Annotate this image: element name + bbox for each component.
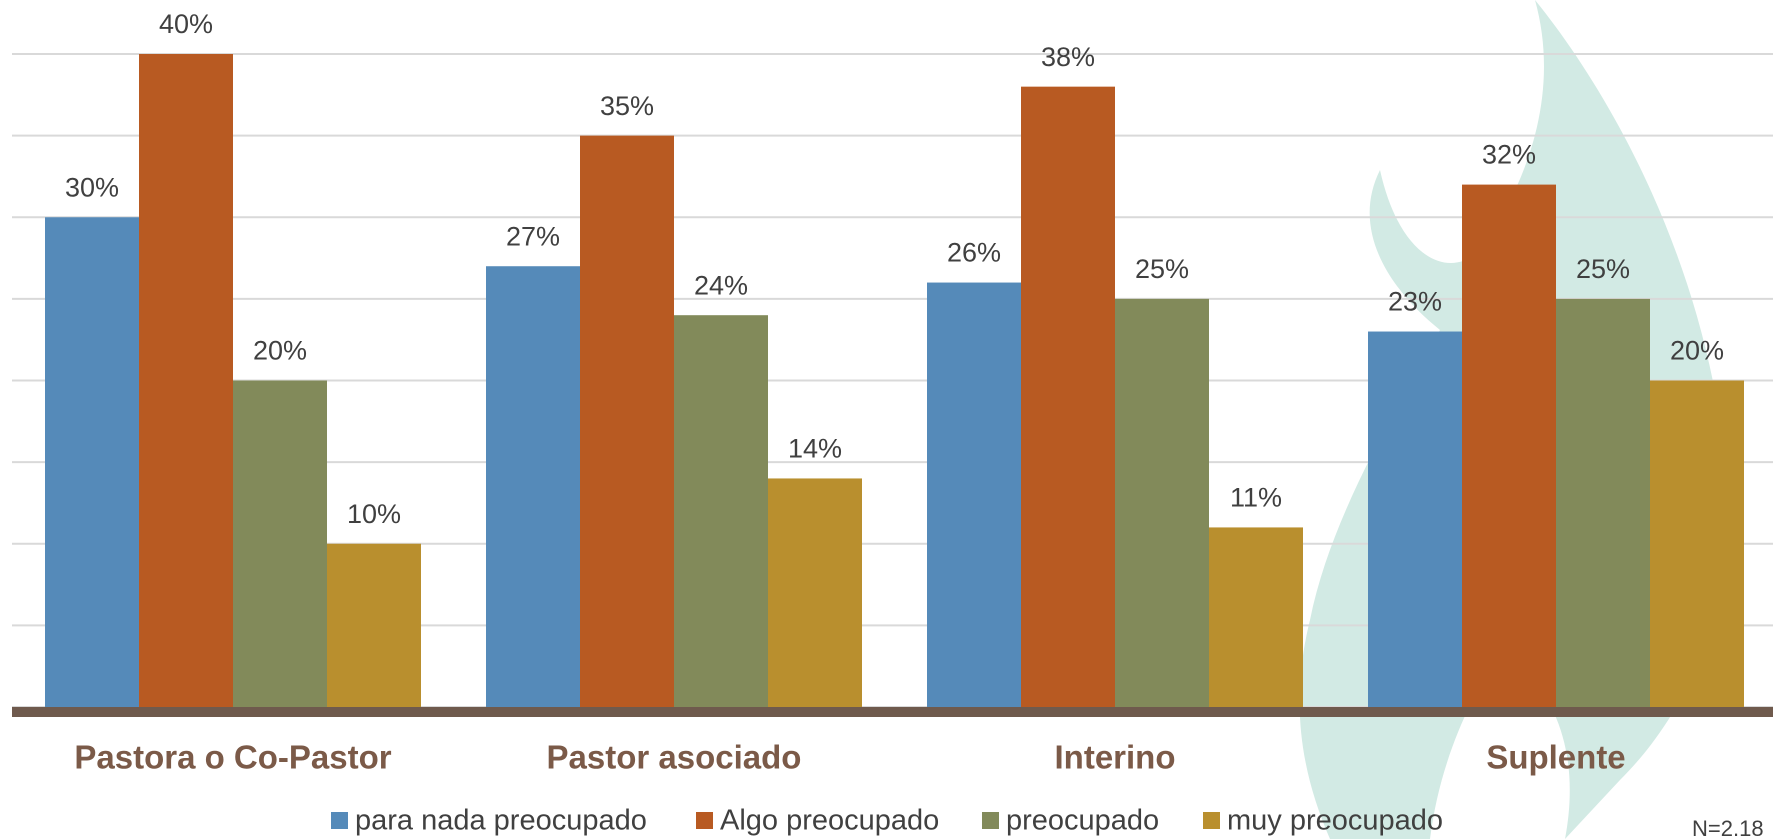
value-label: 25%: [1135, 254, 1189, 284]
legend-swatch: [1203, 812, 1220, 829]
bar: [1650, 380, 1744, 707]
bar: [45, 217, 139, 707]
value-label: 25%: [1576, 254, 1630, 284]
x-tick-label: Pastora o Co-Pastor: [74, 739, 391, 776]
bar: [1462, 184, 1556, 708]
bar: [233, 380, 327, 707]
bar: [1556, 298, 1650, 707]
legend-swatch: [982, 812, 999, 829]
bar: [674, 315, 768, 707]
x-tick-label: Interino: [1055, 739, 1176, 776]
bar: [486, 266, 580, 707]
bar: [1115, 298, 1209, 707]
value-label: 20%: [1670, 336, 1724, 366]
bar: [1368, 331, 1462, 707]
value-label: 26%: [947, 238, 1001, 268]
legend-swatch: [696, 812, 713, 829]
value-label: 38%: [1041, 42, 1095, 72]
value-label: 24%: [694, 270, 748, 300]
value-label: 10%: [347, 499, 401, 529]
legend-label: para nada preocupado: [355, 805, 647, 837]
value-label: 30%: [65, 172, 119, 202]
bar: [1209, 527, 1303, 707]
value-label: 27%: [506, 221, 560, 251]
bar: [139, 54, 233, 707]
bar: [927, 282, 1021, 707]
value-label: 11%: [1230, 483, 1282, 513]
x-tick-label: Suplente: [1486, 739, 1625, 776]
x-axis: [12, 707, 1773, 717]
legend-label: Algo preocupado: [720, 805, 939, 837]
value-label: 35%: [600, 91, 654, 121]
bar: [1021, 86, 1115, 707]
legend-label: muy preocupado: [1227, 805, 1443, 837]
bar: [768, 478, 862, 707]
bar: [580, 135, 674, 707]
legend-label: preocupado: [1006, 805, 1159, 837]
value-label: 32%: [1482, 140, 1536, 170]
x-tick-label: Pastor asociado: [547, 739, 802, 776]
value-label: 20%: [253, 336, 307, 366]
value-label: 40%: [159, 9, 213, 39]
legend-swatch: [331, 812, 348, 829]
bar: [327, 543, 421, 707]
value-label: 23%: [1388, 287, 1442, 317]
note: N=2.18: [1692, 816, 1764, 839]
value-label: 14%: [788, 434, 842, 464]
